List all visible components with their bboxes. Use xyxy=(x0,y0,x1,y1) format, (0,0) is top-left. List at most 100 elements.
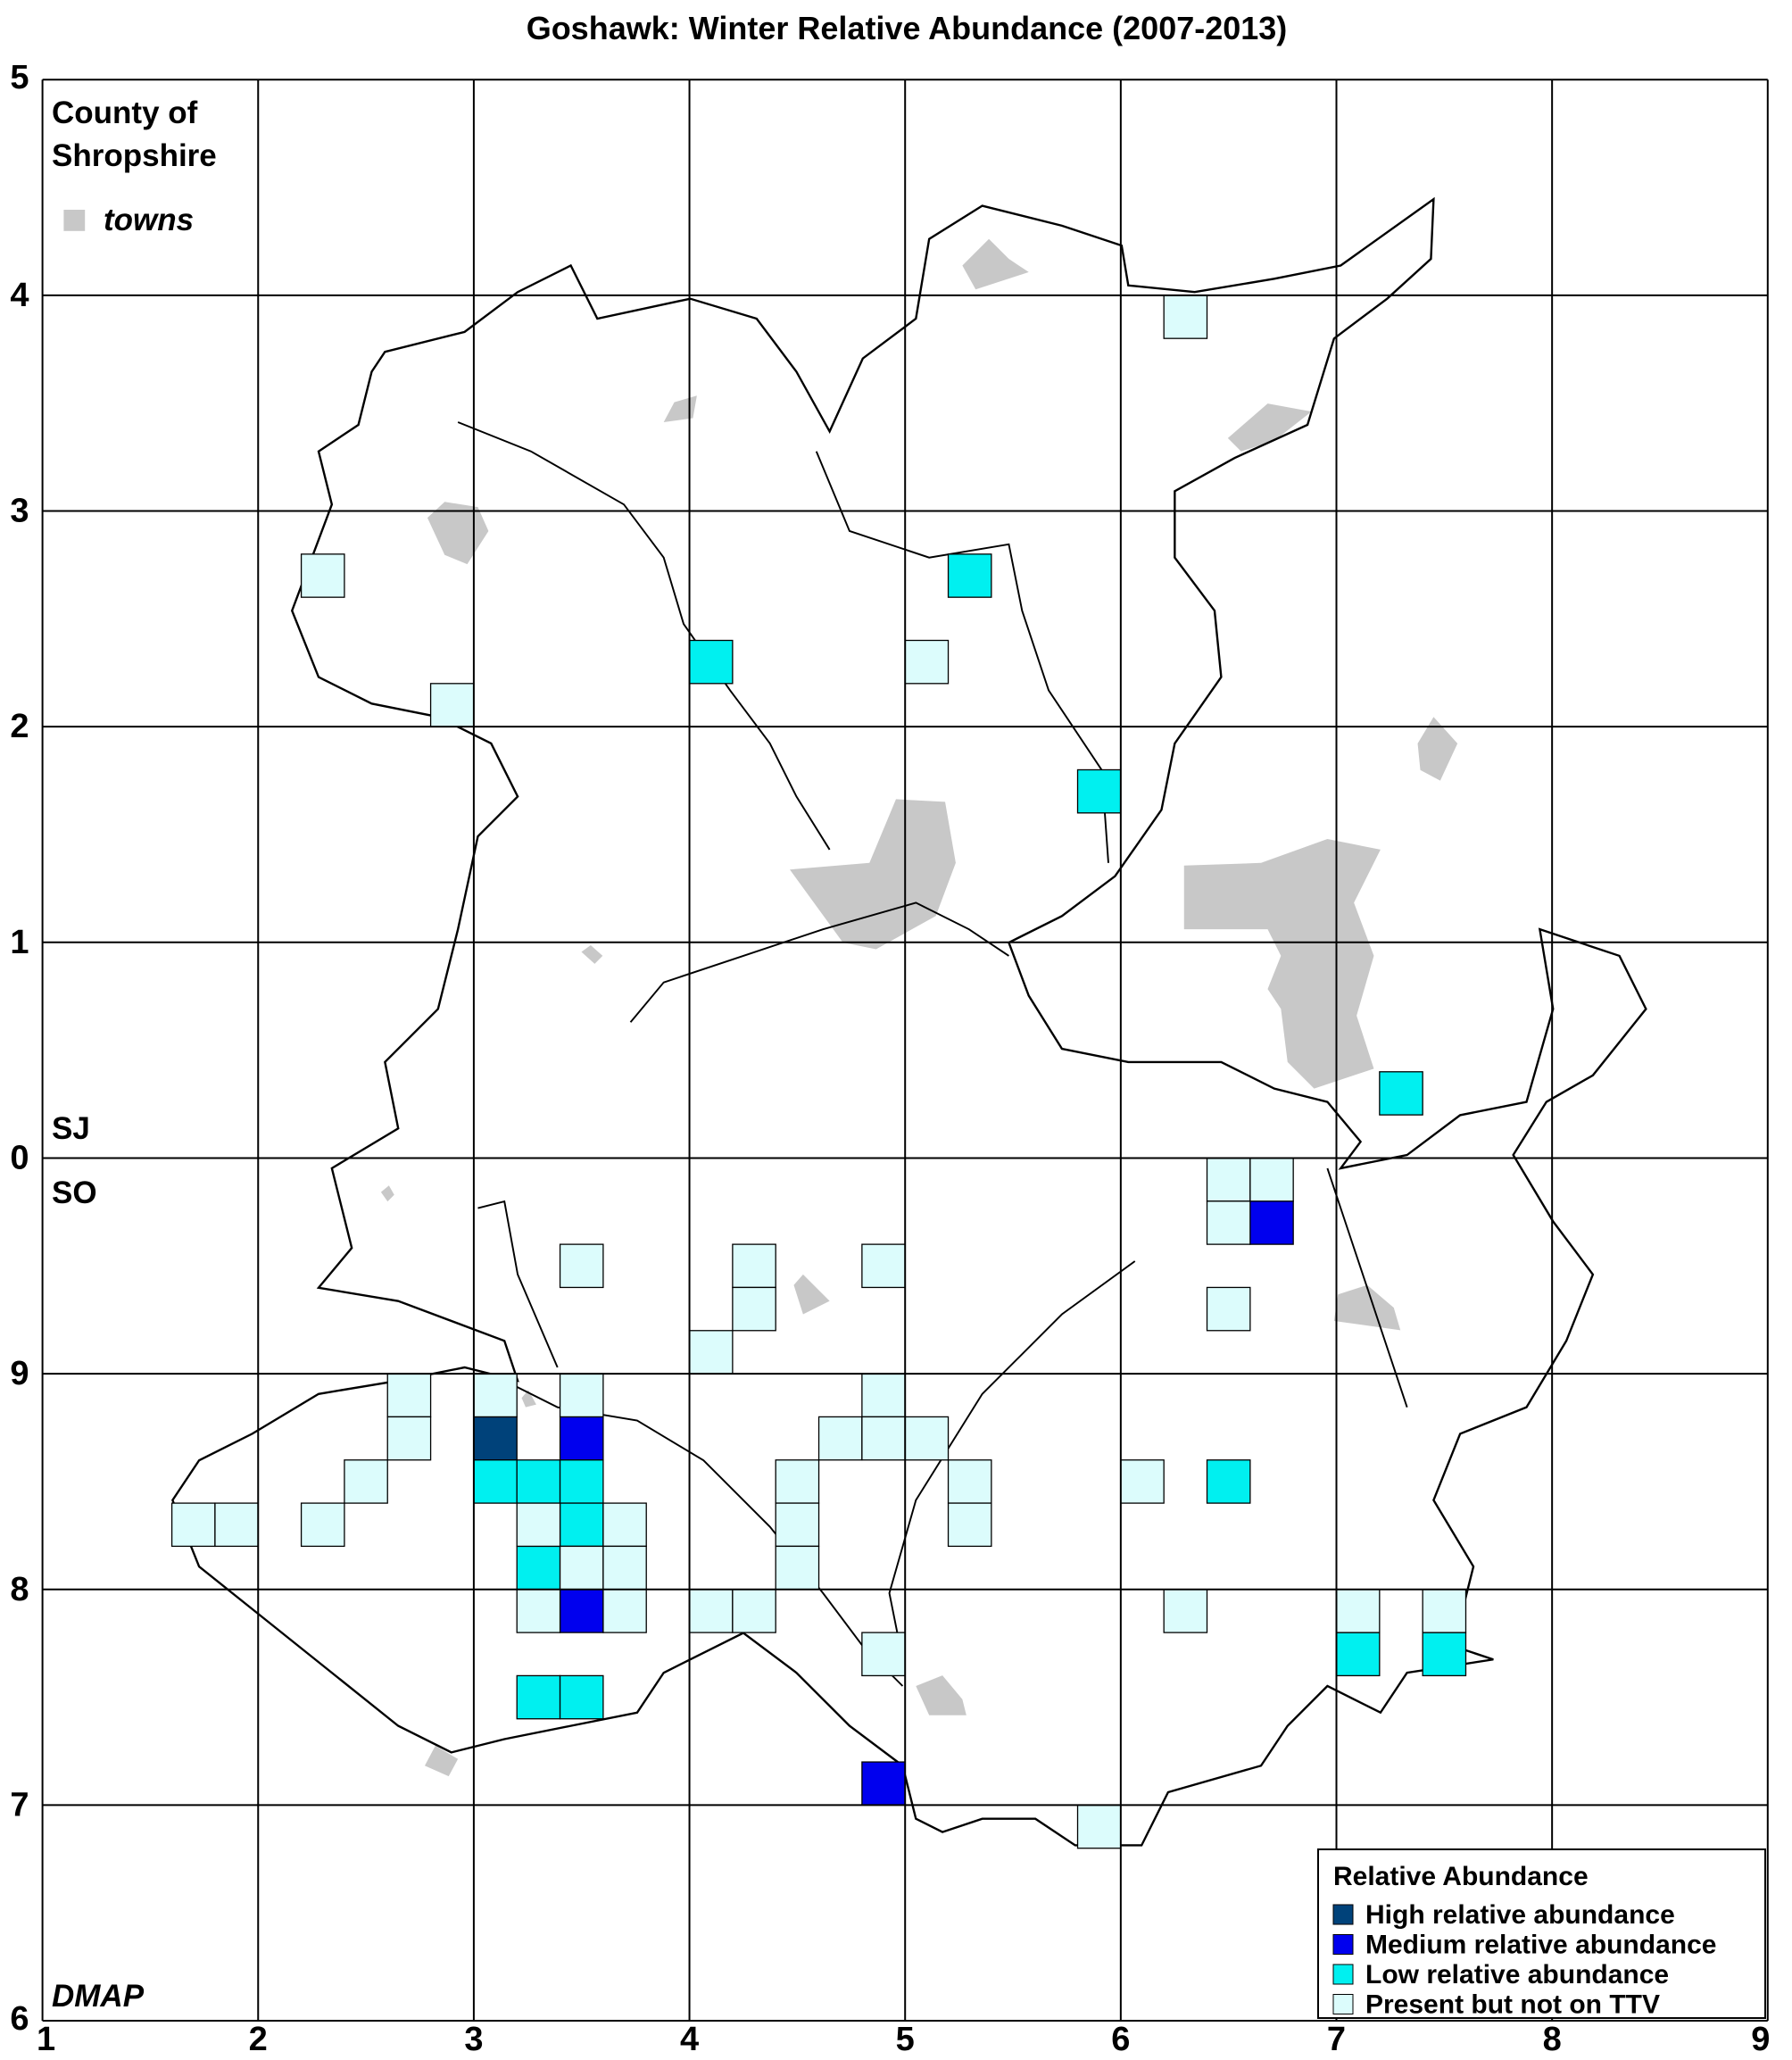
y-label: 8 xyxy=(10,1571,29,1608)
y-label: 6 xyxy=(10,2000,29,2038)
tetrad xyxy=(904,639,950,685)
y-label: 2 xyxy=(10,708,29,745)
tetrad xyxy=(559,1589,604,1633)
tetrad xyxy=(1076,1804,1122,1849)
x-label: 5 xyxy=(896,2021,915,2058)
legend: Relative Abundance High relative abundan… xyxy=(1317,1848,1766,2020)
tetrad xyxy=(386,1373,432,1418)
y-label: 0 xyxy=(10,1139,29,1176)
tetrad xyxy=(732,1243,776,1289)
tetrad xyxy=(516,1502,561,1548)
x-label: 9 xyxy=(1751,2021,1770,2058)
boundary-line xyxy=(457,421,831,851)
tetrad xyxy=(602,1589,647,1633)
tetrad xyxy=(1379,1071,1423,1116)
tetrad xyxy=(473,1416,518,1461)
credit: DMAP xyxy=(52,1979,145,2014)
tetrad xyxy=(947,553,992,598)
tetrad xyxy=(516,1674,561,1720)
tetrad xyxy=(775,1545,820,1591)
boundary-line xyxy=(629,901,1009,1023)
county-label: County of xyxy=(52,96,198,130)
boundary-line xyxy=(477,1200,559,1368)
y-label: 1 xyxy=(10,924,29,961)
tetrad xyxy=(602,1545,647,1591)
legend-label: High relative abundance xyxy=(1365,1900,1675,1930)
tetrad xyxy=(861,1632,906,1677)
tetrad xyxy=(1206,1459,1251,1504)
tetrad xyxy=(861,1416,906,1461)
tetrad xyxy=(732,1589,776,1633)
legend-swatch xyxy=(1332,1964,1354,1985)
tetrads xyxy=(170,295,1467,1849)
legend-swatch xyxy=(1332,1994,1354,2014)
tetrad xyxy=(516,1459,561,1504)
tetrad xyxy=(861,1243,906,1289)
town xyxy=(380,1185,394,1202)
y-label: 5 xyxy=(10,59,29,96)
y-label: 4 xyxy=(10,277,29,314)
town xyxy=(521,1390,536,1408)
x-label: 3 xyxy=(464,2021,483,2058)
towns xyxy=(380,238,1458,1777)
tetrad xyxy=(688,639,734,685)
tetrad xyxy=(1206,1157,1251,1202)
legend-swatch xyxy=(1332,1934,1354,1955)
tetrad xyxy=(732,1286,776,1332)
tetrad xyxy=(559,1416,604,1461)
town xyxy=(916,1675,967,1715)
tetrad xyxy=(300,553,345,598)
legend-label: Medium relative abundance xyxy=(1365,1931,1716,1960)
legend-swatch xyxy=(1332,1904,1354,1925)
tetrad xyxy=(344,1459,388,1504)
x-label: 6 xyxy=(1111,2021,1130,2058)
tetrad xyxy=(559,1674,604,1720)
grid-square-label: SO xyxy=(52,1175,97,1210)
legend-title: Relative Abundance xyxy=(1333,1862,1589,1891)
legend-label: Low relative abundance xyxy=(1365,1960,1669,1989)
tetrad xyxy=(775,1502,820,1548)
tetrad xyxy=(559,1459,604,1504)
tetrad xyxy=(1335,1632,1381,1677)
town xyxy=(581,945,603,964)
legend-label: Present but not on TTV xyxy=(1365,1990,1660,2020)
boundary-line xyxy=(1326,1167,1408,1408)
tetrad xyxy=(1249,1200,1294,1245)
tetrad xyxy=(559,1243,604,1289)
town xyxy=(790,799,956,950)
town xyxy=(1183,839,1381,1089)
tetrad xyxy=(861,1373,906,1418)
tetrad xyxy=(1422,1589,1467,1633)
tetrad xyxy=(1206,1286,1251,1332)
x-label: 4 xyxy=(680,2021,699,2058)
county-boundary xyxy=(171,196,1647,1847)
x-label: 7 xyxy=(1327,2021,1346,2058)
tetrad xyxy=(429,683,475,727)
map-title: Goshawk: Winter Relative Abundance (2007… xyxy=(527,10,1288,46)
tetrad xyxy=(473,1373,518,1418)
tetrad xyxy=(688,1330,734,1375)
tetrad xyxy=(775,1459,820,1504)
tetrad xyxy=(214,1502,259,1548)
x-label: 8 xyxy=(1543,2021,1562,2058)
town xyxy=(1417,717,1458,781)
y-label: 9 xyxy=(10,1355,29,1392)
tetrad xyxy=(559,1502,604,1548)
x-label: 1 xyxy=(37,2021,55,2058)
county-label: Shropshire xyxy=(52,138,217,173)
tetrad xyxy=(559,1545,604,1591)
tetrad xyxy=(1076,768,1122,814)
tetrad xyxy=(1249,1157,1294,1202)
tetrad xyxy=(1335,1589,1381,1633)
tetrad xyxy=(947,1502,992,1548)
legend-box xyxy=(1317,1848,1766,2019)
tetrad xyxy=(1163,295,1208,339)
tetrad xyxy=(688,1589,734,1633)
tetrad xyxy=(516,1545,561,1591)
town xyxy=(424,1745,459,1777)
tetrad xyxy=(861,1761,906,1807)
tetrad xyxy=(1206,1200,1251,1245)
